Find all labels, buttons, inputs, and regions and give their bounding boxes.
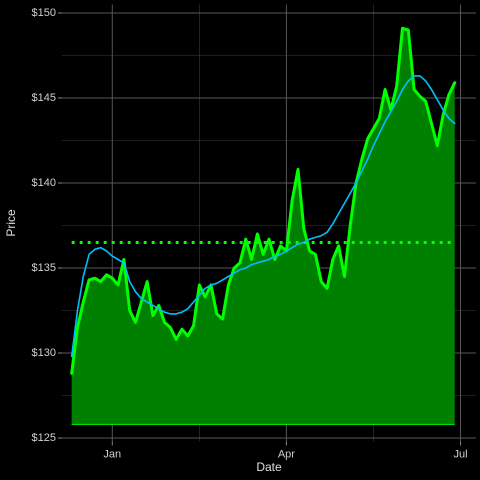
line — [70, 26, 457, 375]
y-tick-label: $150 — [32, 7, 56, 19]
y-tick-label: $135 — [32, 262, 56, 274]
line — [70, 75, 456, 358]
x-tick-label: Jul — [453, 448, 467, 460]
x-axis-title: Date — [256, 460, 282, 474]
axes: $125 $130 $135 $140 $145 $150 Jan Apr Jul — [32, 7, 468, 460]
marks — [70, 26, 457, 425]
x-tick-label: Jan — [103, 448, 121, 460]
y-axis-title: Price — [4, 209, 18, 237]
x-tick-label: Apr — [278, 448, 295, 460]
y-tick-label: $145 — [32, 92, 56, 104]
y-tick-label: $140 — [32, 177, 56, 189]
y-tick-label: $125 — [32, 432, 56, 444]
y-tick-label: $130 — [32, 347, 56, 359]
